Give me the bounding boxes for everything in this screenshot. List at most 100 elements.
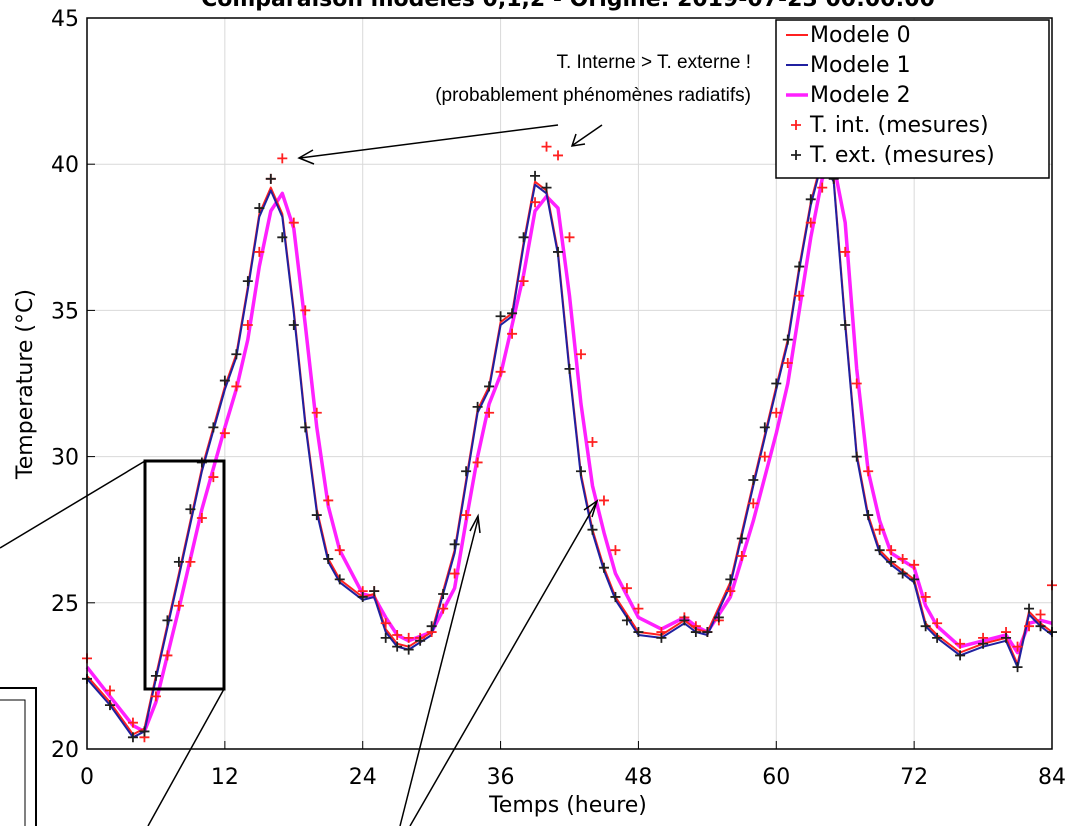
x-tick-label: 24	[349, 765, 377, 790]
measure-point-ext	[621, 615, 632, 626]
measure-point-ext	[461, 466, 472, 477]
measure-point-ext	[541, 182, 552, 193]
measure-point-ext	[288, 320, 299, 331]
x-tick-label: 48	[624, 765, 652, 790]
pointer-line-1	[399, 518, 479, 826]
measure-point-int	[311, 407, 322, 418]
measure-point-int	[805, 217, 816, 228]
measure-point-ext	[794, 261, 805, 272]
measure-point-int	[897, 553, 908, 564]
measure-point-ext	[369, 586, 380, 597]
measure-point-ext	[587, 524, 598, 535]
measure-point-ext	[403, 644, 414, 655]
measure-point-ext	[139, 726, 150, 737]
x-tick-label: 0	[80, 765, 94, 790]
measure-point-int	[208, 472, 219, 483]
measure-point-int	[495, 366, 506, 377]
measure-point-ext	[679, 615, 690, 626]
measure-point-int	[725, 586, 736, 597]
measure-point-int	[288, 217, 299, 228]
measure-point-int	[242, 320, 253, 331]
measure-point-int	[782, 358, 793, 369]
measure-point-int	[1012, 641, 1023, 652]
measure-point-ext	[897, 568, 908, 579]
measure-point-ext	[311, 510, 322, 521]
measure-point-int	[932, 618, 943, 629]
measure-point-ext	[392, 641, 403, 652]
plot-frame	[86, 17, 1053, 750]
y-tick-label: 35	[51, 299, 79, 324]
measure-point-ext	[242, 276, 253, 287]
measure-point-ext	[713, 612, 724, 623]
legend-label: T. ext. (mesures)	[809, 143, 995, 168]
measure-point-int	[610, 545, 621, 556]
x-tick-label: 60	[762, 765, 790, 790]
measure-point-ext	[357, 591, 368, 602]
measure-point-ext	[782, 334, 793, 345]
x-tick-label: 36	[487, 765, 515, 790]
measure-point-ext	[725, 574, 736, 585]
pointer-arrowhead-1	[469, 513, 481, 534]
measure-point-int	[472, 457, 483, 468]
measure-point-ext	[886, 556, 897, 567]
y-tick-label: 25	[51, 592, 79, 617]
legend-label: Modele 0	[810, 23, 911, 48]
measure-point-int	[392, 629, 403, 640]
measure-point-ext	[553, 246, 564, 257]
measure-point-ext	[978, 638, 989, 649]
measure-point-int	[863, 466, 874, 477]
measure-point-ext	[277, 232, 288, 243]
measure-point-int	[736, 551, 747, 562]
measure-point-ext	[748, 474, 759, 485]
zoom-callout-line-top	[0, 460, 146, 549]
x-tick-label: 84	[1038, 765, 1066, 790]
measure-point-int	[219, 428, 230, 439]
inset-frame-fragment	[0, 687, 37, 826]
measure-point-ext	[472, 401, 483, 412]
measure-point-int	[553, 150, 564, 161]
measure-point-int	[564, 232, 575, 243]
annotation-arrow-2	[572, 124, 603, 146]
measure-point-ext	[633, 627, 644, 638]
measure-point-ext	[851, 451, 862, 462]
legend-swatch	[791, 150, 801, 160]
measure-point-int	[449, 568, 460, 579]
measure-point-int	[633, 603, 644, 614]
measure-point-ext	[254, 203, 265, 214]
measure-point-ext	[610, 591, 621, 602]
measure-point-int	[851, 378, 862, 389]
measure-point-int	[461, 510, 472, 521]
measure-point-int	[598, 495, 609, 506]
measure-point-ext	[162, 615, 173, 626]
series-line-modele-2	[85, 162, 1053, 734]
legend-box	[775, 19, 1050, 179]
measure-point-int	[886, 545, 897, 556]
measure-point-ext	[265, 173, 276, 184]
measure-point-int	[484, 407, 495, 418]
inset-inner-fragment	[0, 699, 26, 826]
x-tick-label: 72	[900, 765, 928, 790]
measure-point-int	[518, 276, 529, 287]
measure-point-int	[621, 583, 632, 594]
measure-point-ext	[863, 510, 874, 521]
measure-point-int	[840, 246, 851, 257]
measure-point-int	[507, 328, 518, 339]
annotation-line-2: (probablement phénomènes radiatifs)	[435, 85, 751, 106]
measure-point-int	[323, 495, 334, 506]
measure-point-int	[150, 691, 161, 702]
measure-point-ext	[104, 700, 115, 711]
measure-point-ext	[323, 553, 334, 564]
zoom-callout-line-bottom	[147, 688, 225, 826]
measure-point-int	[277, 153, 288, 164]
measure-point-ext	[1012, 662, 1023, 673]
measure-point-ext	[127, 732, 138, 743]
annotation-arrowhead-2	[570, 133, 586, 147]
measure-point-int	[794, 290, 805, 301]
measure-point-int	[334, 545, 345, 556]
measure-point-int	[955, 638, 966, 649]
measure-point-ext	[300, 422, 311, 433]
measure-point-ext	[150, 670, 161, 681]
x-tick-label: 12	[211, 765, 239, 790]
measure-point-ext	[598, 562, 609, 573]
